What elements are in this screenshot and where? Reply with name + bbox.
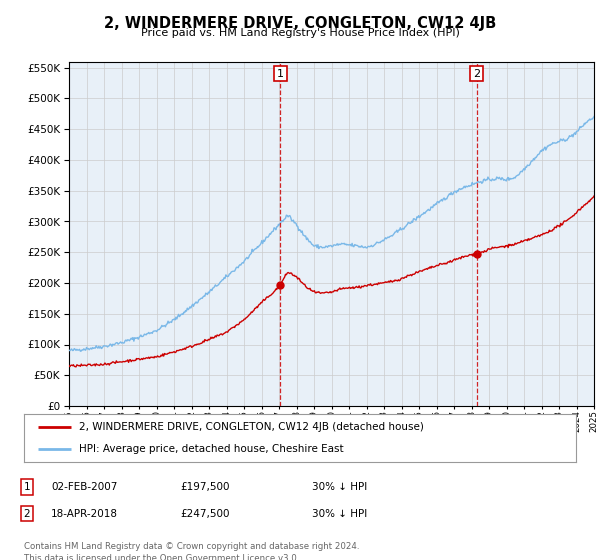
Text: 2: 2	[23, 508, 31, 519]
Text: Contains HM Land Registry data © Crown copyright and database right 2024.
This d: Contains HM Land Registry data © Crown c…	[24, 542, 359, 560]
Text: 1: 1	[277, 69, 284, 78]
Text: 30% ↓ HPI: 30% ↓ HPI	[312, 508, 367, 519]
Text: 18-APR-2018: 18-APR-2018	[51, 508, 118, 519]
Text: £197,500: £197,500	[180, 482, 229, 492]
Text: 2, WINDERMERE DRIVE, CONGLETON, CW12 4JB: 2, WINDERMERE DRIVE, CONGLETON, CW12 4JB	[104, 16, 496, 31]
Text: 2, WINDERMERE DRIVE, CONGLETON, CW12 4JB (detached house): 2, WINDERMERE DRIVE, CONGLETON, CW12 4JB…	[79, 422, 424, 432]
Text: 30% ↓ HPI: 30% ↓ HPI	[312, 482, 367, 492]
Text: 02-FEB-2007: 02-FEB-2007	[51, 482, 118, 492]
Text: Price paid vs. HM Land Registry's House Price Index (HPI): Price paid vs. HM Land Registry's House …	[140, 28, 460, 38]
Text: 1: 1	[23, 482, 31, 492]
Text: HPI: Average price, detached house, Cheshire East: HPI: Average price, detached house, Ches…	[79, 444, 344, 454]
Text: £247,500: £247,500	[180, 508, 229, 519]
Text: 2: 2	[473, 69, 480, 78]
